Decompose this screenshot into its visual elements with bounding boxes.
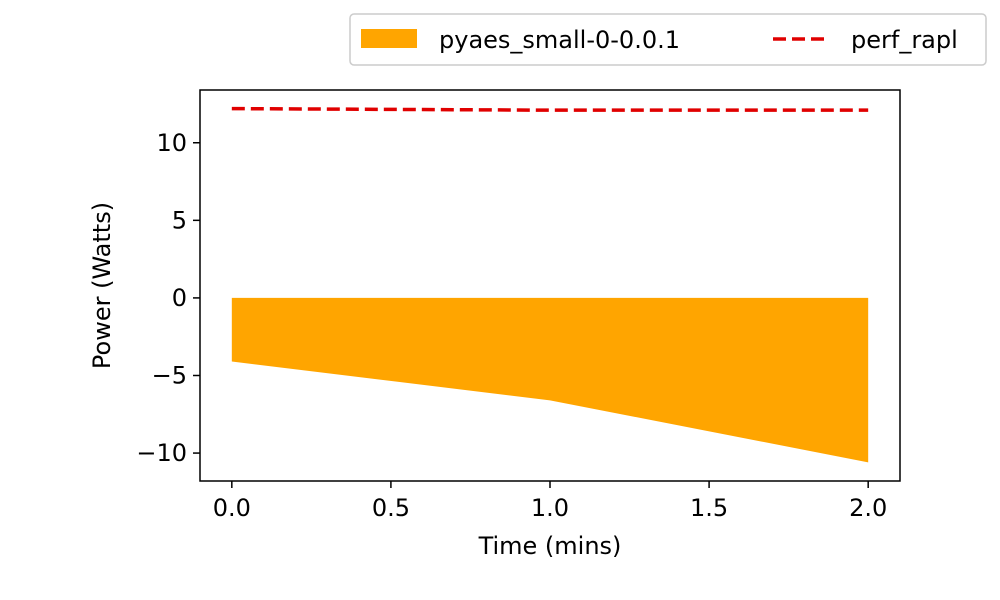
y-axis-label: Power (Watts) — [88, 202, 116, 369]
legend-label-line: perf_rapl — [851, 26, 958, 54]
x-tick-label: 1.0 — [531, 494, 569, 522]
x-tick-label: 0.5 — [372, 494, 410, 522]
y-tick-label: −10 — [136, 439, 187, 467]
x-tick-label: 0.0 — [213, 494, 251, 522]
y-axis: −10 −5 0 5 10 — [136, 129, 200, 467]
x-axis-label: Time (mins) — [478, 532, 622, 560]
y-tick-label: 5 — [172, 206, 187, 234]
legend-label-area: pyaes_small-0-0.0.1 — [439, 26, 680, 54]
x-tick-label: 1.5 — [690, 494, 728, 522]
x-tick-label: 2.0 — [849, 494, 887, 522]
legend-box — [349, 13, 987, 66]
legend: pyaes_small-0-0.0.1 perf_rapl — [349, 13, 987, 66]
y-tick-label: 10 — [156, 129, 187, 157]
y-tick-label: 0 — [172, 284, 187, 312]
legend-swatch-area — [361, 29, 417, 48]
line-series-1 — [231, 106, 869, 112]
area-series-0 — [231, 297, 869, 463]
y-tick-label: −5 — [152, 361, 187, 389]
x-axis: 0.0 0.5 1.0 1.5 2.0 — [213, 481, 887, 522]
plot-layer — [231, 106, 869, 463]
